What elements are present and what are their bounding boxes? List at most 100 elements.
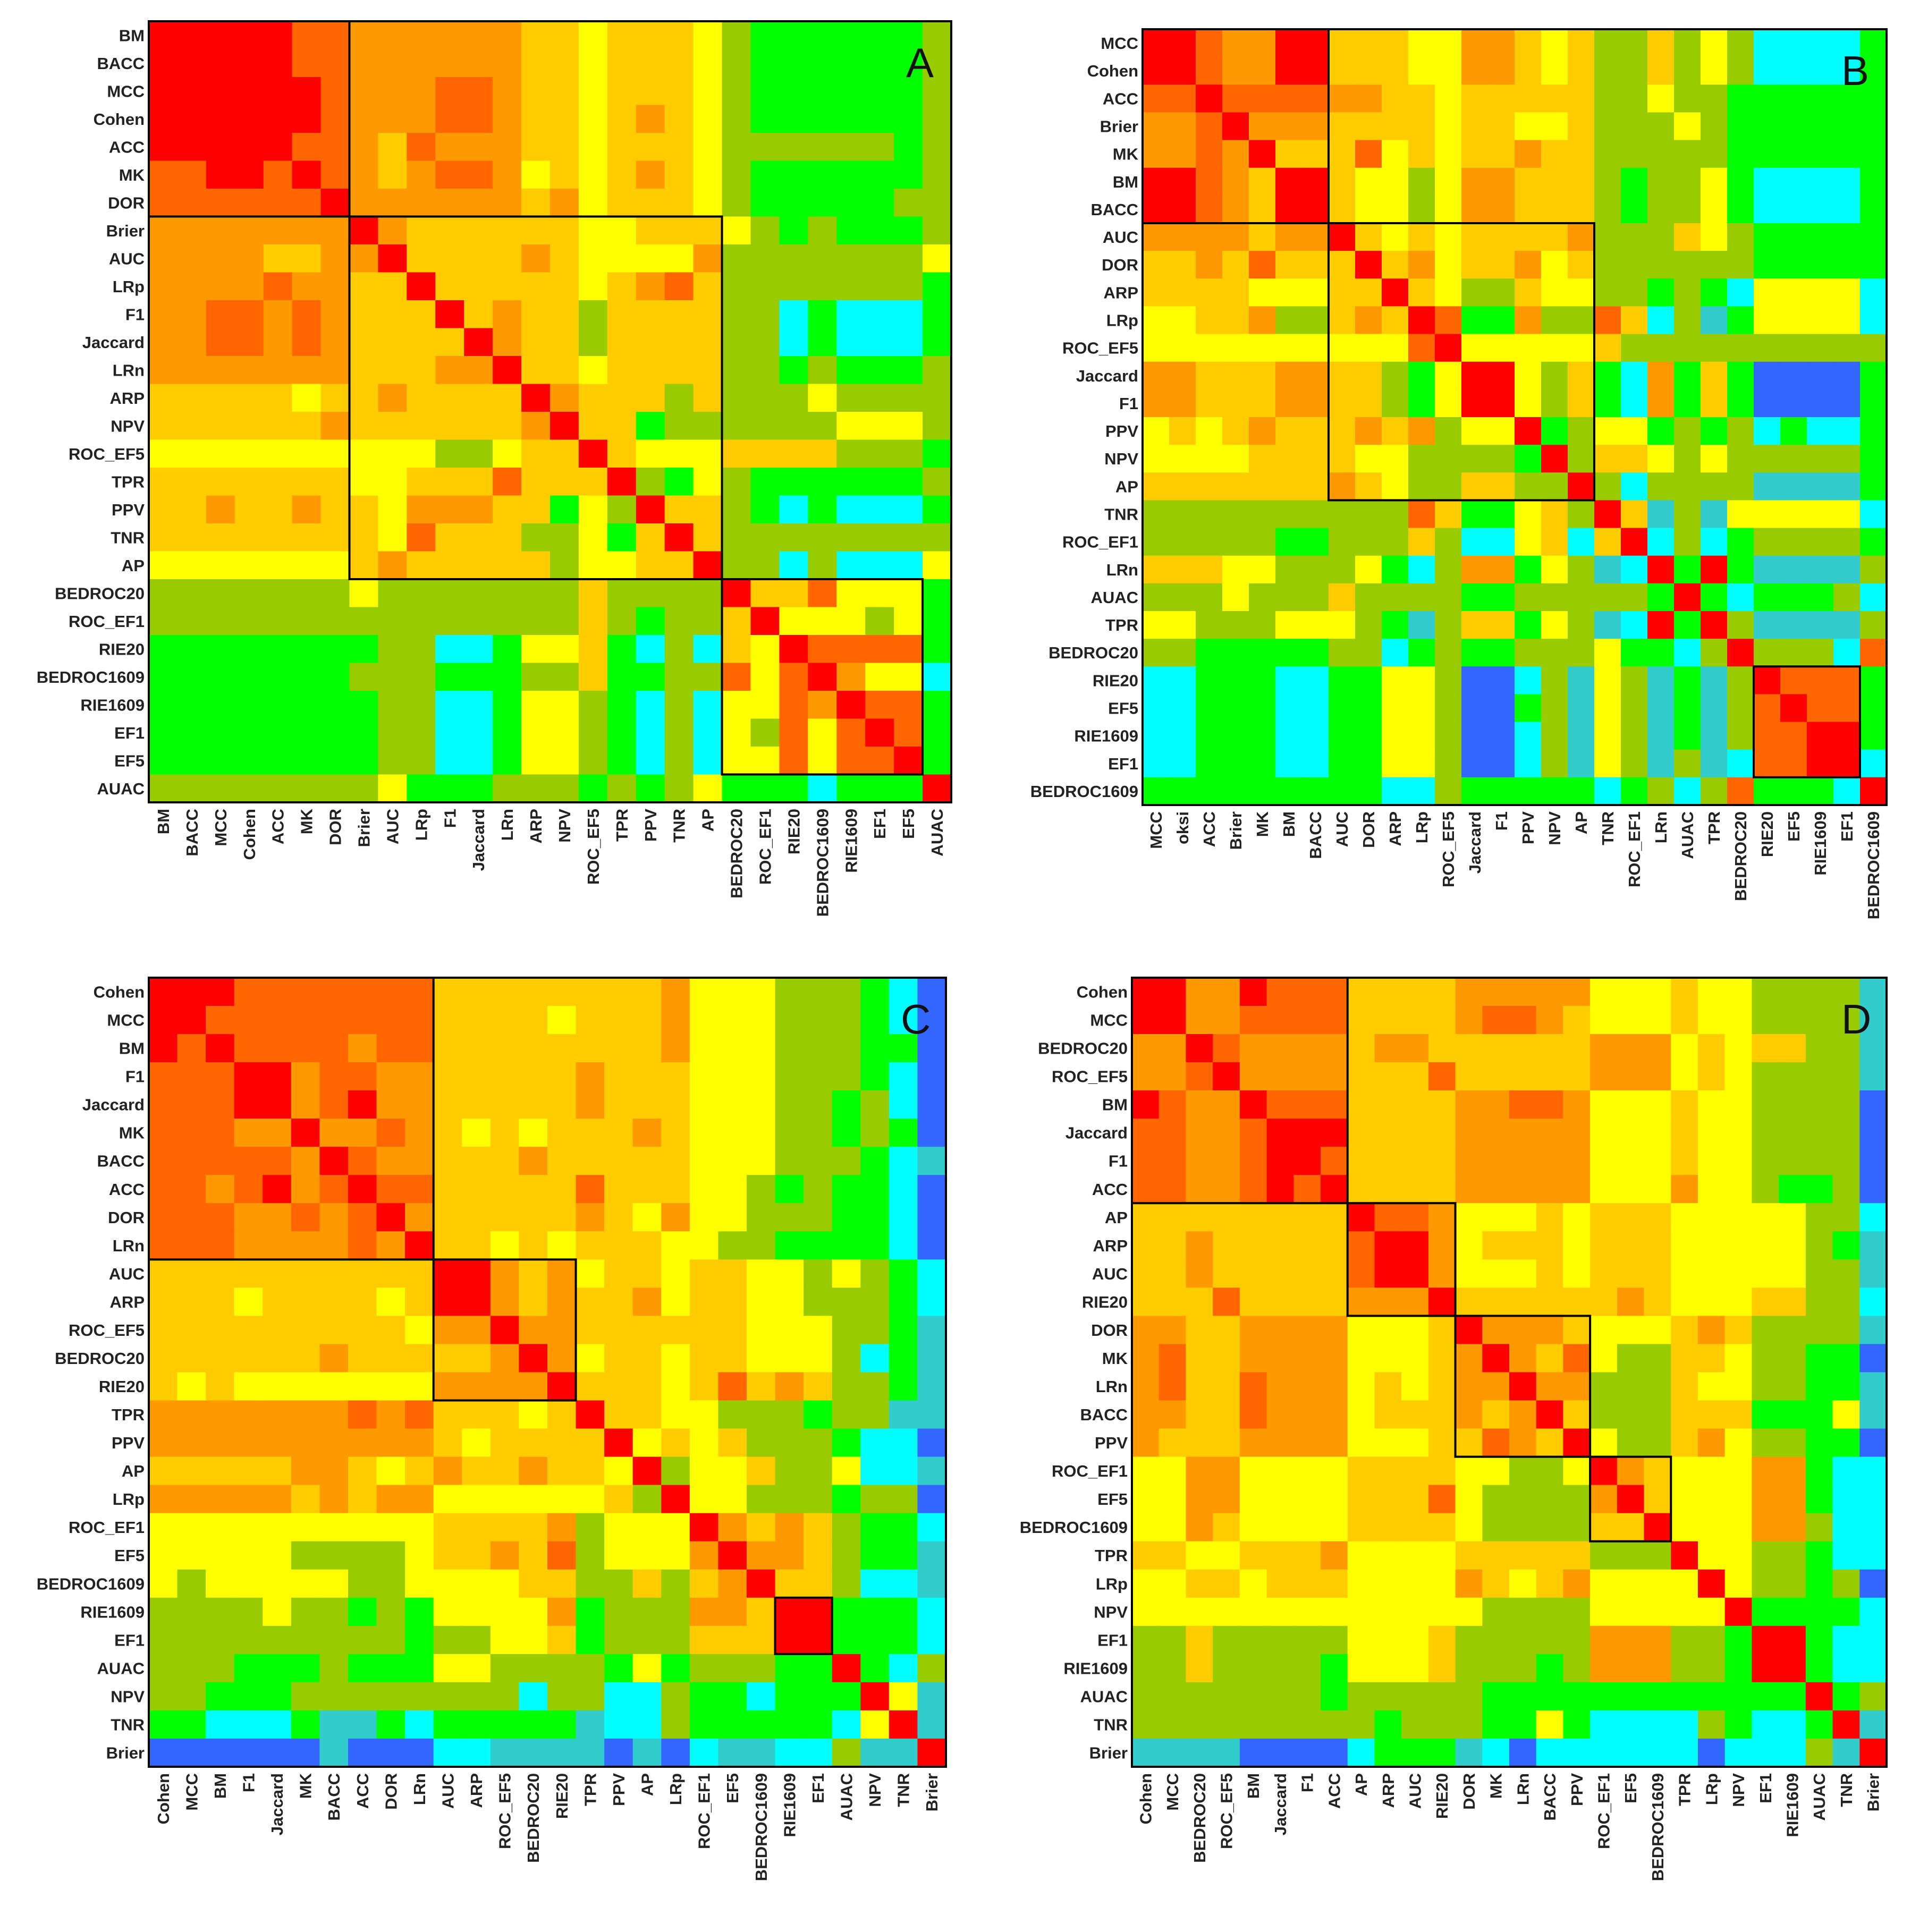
heatmap-cell	[718, 1090, 747, 1119]
heatmap-cell	[1859, 1034, 1887, 1063]
heatmap-cell	[808, 105, 837, 133]
heatmap-cell	[1329, 445, 1356, 473]
heatmap-cell	[607, 300, 637, 329]
heatmap-cell	[435, 105, 464, 133]
heatmap-cell	[1239, 1316, 1267, 1345]
heatmap-cell	[804, 1147, 833, 1175]
heatmap-cell	[1805, 1372, 1833, 1401]
heatmap-cell	[1239, 1485, 1267, 1514]
heatmap-cell	[1674, 472, 1701, 501]
heatmap-cell	[1239, 1428, 1267, 1458]
heatmap-cell	[889, 1625, 918, 1655]
heatmap-cell	[1515, 472, 1542, 501]
heatmap-cell	[1594, 112, 1621, 141]
heatmap-cell	[1724, 1569, 1753, 1598]
heatmap-cell	[1832, 1287, 1860, 1317]
heatmap-cell	[1355, 223, 1382, 251]
heatmap-cell	[632, 978, 662, 1006]
heatmap-cell	[1563, 1344, 1591, 1373]
heatmap-cell	[1249, 500, 1276, 529]
heatmap-cell	[1196, 666, 1223, 695]
heatmap-cell	[664, 384, 694, 412]
heatmap-cell	[319, 1231, 349, 1260]
heatmap-cell	[693, 77, 723, 106]
heatmap-cell	[832, 1541, 861, 1570]
heatmap-cell	[808, 663, 837, 691]
heatmap-cell	[1355, 57, 1382, 85]
heatmap-cell	[348, 1569, 377, 1598]
heatmap-cell	[320, 468, 350, 496]
heatmap-cell	[1143, 528, 1170, 556]
heatmap-cell	[1428, 1400, 1456, 1429]
y-tick-label: MK	[1113, 145, 1139, 164]
heatmap-cell	[292, 523, 322, 552]
heatmap-cell	[1647, 694, 1675, 723]
heatmap-cell	[1196, 306, 1223, 335]
heatmap-cell	[1329, 57, 1356, 85]
heatmap-cell	[718, 1400, 747, 1429]
heatmap-cell	[1302, 722, 1329, 750]
heatmap-cell	[1674, 777, 1701, 806]
y-tick-label: LRn	[1106, 561, 1138, 579]
heatmap-cell	[177, 523, 207, 552]
x-tick-label: BEDROC20	[524, 1773, 543, 1863]
heatmap-cell	[378, 356, 407, 385]
heatmap-cell	[519, 1259, 548, 1288]
heatmap-cell	[1724, 1625, 1753, 1655]
heatmap-cell	[177, 77, 207, 106]
heatmap-cell	[1701, 195, 1728, 224]
heatmap-cell	[1805, 1062, 1833, 1091]
heatmap-cell	[319, 1090, 349, 1119]
heatmap-cell	[1143, 306, 1170, 335]
heatmap-cell	[722, 105, 751, 133]
heatmap-cell	[547, 1625, 577, 1655]
heatmap-cell	[1293, 1541, 1321, 1570]
heatmap-cell	[1382, 417, 1409, 445]
heatmap-cell	[1671, 1287, 1698, 1317]
heatmap-cell	[1435, 555, 1462, 584]
heatmap-cell	[320, 21, 350, 50]
heatmap-cell	[1594, 666, 1621, 695]
heatmap-cell	[1807, 417, 1834, 445]
heatmap-cell	[923, 21, 952, 50]
heatmap-cell	[550, 579, 579, 608]
heatmap-cell	[865, 718, 894, 747]
heatmap-cell	[1701, 694, 1728, 723]
heatmap-cell	[1186, 1175, 1213, 1204]
heatmap-cell	[693, 551, 723, 580]
heatmap-cell	[832, 1062, 861, 1091]
heatmap-cell	[1455, 1344, 1483, 1373]
heatmap-cell	[832, 1175, 861, 1204]
heatmap-cell	[1621, 777, 1648, 806]
heatmap-cell	[604, 1287, 633, 1317]
heatmap-cell	[149, 1231, 178, 1260]
heatmap-cell	[917, 1485, 946, 1514]
heatmap-cell	[1455, 1259, 1483, 1288]
heatmap-cell	[1321, 1034, 1348, 1063]
heatmap-cell	[407, 718, 436, 747]
y-tick-label: PPV	[1105, 422, 1138, 440]
heatmap-cell	[1461, 112, 1489, 141]
heatmap-cell	[1355, 278, 1382, 307]
heatmap-cell	[775, 1485, 804, 1514]
heatmap-cell	[1347, 1428, 1375, 1458]
heatmap-cell	[1859, 1372, 1887, 1401]
x-tick-label: BACC	[183, 809, 201, 857]
y-tick-label: EF5	[114, 751, 145, 770]
heatmap-cell	[234, 1569, 263, 1598]
heatmap-cell	[521, 412, 551, 440]
heatmap-cell	[1644, 1203, 1671, 1232]
heatmap-cell	[1590, 1287, 1618, 1317]
heatmap-cell	[636, 579, 665, 608]
heatmap-cell	[718, 1569, 747, 1598]
heatmap-cell	[1594, 389, 1621, 418]
y-tick-label: AP	[1105, 1208, 1128, 1227]
heatmap-cell	[433, 1625, 462, 1655]
heatmap-cell	[1213, 1316, 1240, 1345]
heatmap-cell	[1833, 29, 1861, 57]
x-tick-label: MCC	[1163, 1773, 1182, 1811]
x-tick-label: BM	[211, 1773, 230, 1799]
heatmap-cell	[1159, 1569, 1187, 1598]
heatmap-cell	[860, 1147, 890, 1175]
heatmap-cell	[263, 1231, 292, 1260]
